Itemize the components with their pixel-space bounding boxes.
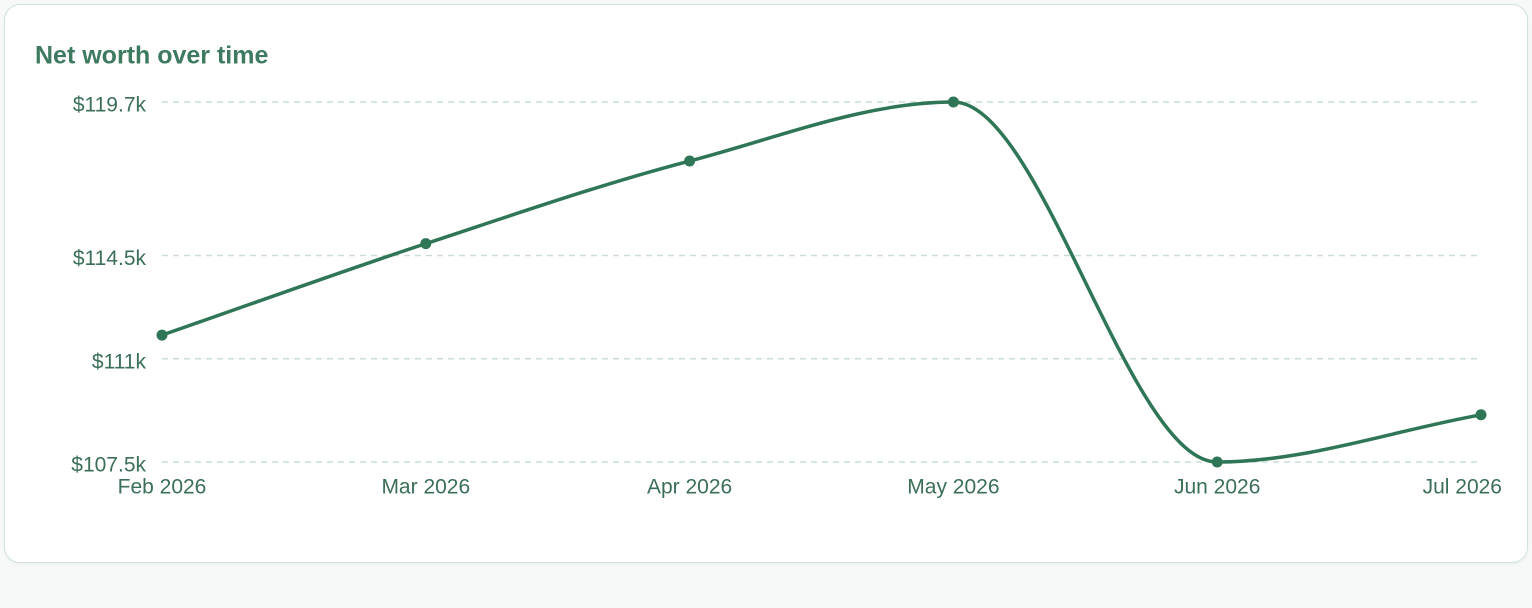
- x-tick-label: Jun 2026: [1174, 476, 1260, 499]
- x-tick-label: Mar 2026: [381, 476, 470, 499]
- chart-title: Net worth over time: [35, 42, 268, 70]
- line: [161, 100, 1482, 464]
- point: [1211, 456, 1223, 468]
- y-tick-label: $119.7k: [73, 94, 147, 117]
- point: [1475, 409, 1487, 421]
- y-tick-label: $114.5k: [73, 247, 147, 270]
- y-tick-label: $111k: [92, 350, 147, 373]
- chart-card: [4, 4, 1528, 563]
- x-tick-label: May 2026: [907, 476, 999, 499]
- x-tick-label: Feb 2026: [118, 476, 207, 499]
- point: [684, 155, 696, 167]
- x-tick-label: Jul 2026: [1423, 476, 1502, 499]
- x-tick-label: Apr 2026: [647, 476, 732, 499]
- point: [947, 96, 959, 108]
- point: [420, 238, 432, 250]
- point: [156, 329, 168, 341]
- y-tick-label: $107.5k: [71, 454, 146, 477]
